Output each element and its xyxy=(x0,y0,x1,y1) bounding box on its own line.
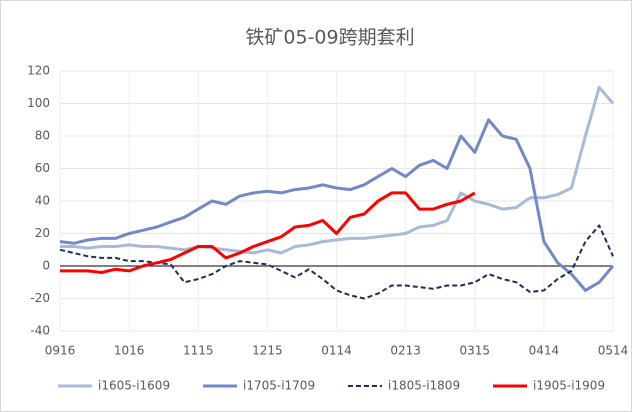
series-line xyxy=(59,118,615,292)
series-line xyxy=(60,191,476,274)
y-tick-label: 80 xyxy=(35,129,50,143)
y-tick-label: 100 xyxy=(27,96,50,110)
x-tick-label: 1215 xyxy=(252,344,283,358)
legend-label: i1805-i1809 xyxy=(388,379,460,393)
chart-title: 铁矿05-09跨期套利 xyxy=(245,27,414,49)
x-tick-label: 0315 xyxy=(459,344,490,358)
y-tick-label: 40 xyxy=(35,194,50,208)
x-tick-label: 0414 xyxy=(529,344,560,358)
y-tick-label: -20 xyxy=(30,291,50,305)
series-line xyxy=(59,224,614,300)
x-tick-label: 0114 xyxy=(321,344,352,358)
series-line xyxy=(60,85,615,255)
x-tick-label: 0514 xyxy=(598,344,629,358)
x-tick-label: 0916 xyxy=(45,344,76,358)
legend-label: i1605-i1609 xyxy=(98,379,170,393)
y-tick-label: -40 xyxy=(30,324,50,338)
x-tick-label: 0213 xyxy=(390,344,421,358)
x-tick-label: 1115 xyxy=(183,344,214,358)
x-tick-label: 1016 xyxy=(114,344,145,358)
y-tick-label: 60 xyxy=(35,161,50,175)
legend-label: i1705-i1709 xyxy=(243,379,315,393)
y-tick-label: 20 xyxy=(35,226,50,240)
legend-label: i1905-i1909 xyxy=(533,379,605,393)
y-tick-label: 0 xyxy=(42,259,50,273)
y-tick-label: 120 xyxy=(27,64,50,78)
